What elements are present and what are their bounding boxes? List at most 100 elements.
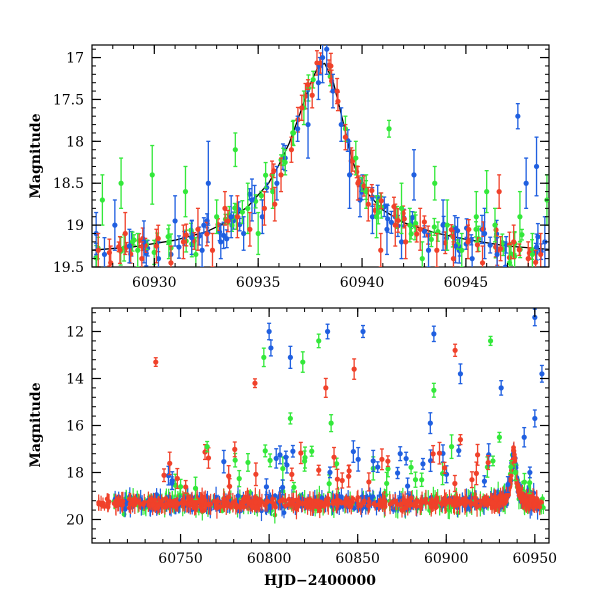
data-point (357, 197, 363, 203)
data-point (269, 499, 275, 505)
data-point (141, 502, 146, 507)
data-point (328, 63, 334, 69)
data-point (542, 239, 548, 245)
data-point (502, 264, 508, 267)
data-point (384, 226, 390, 232)
data-point (282, 498, 288, 504)
data-point (427, 420, 433, 426)
data-point (316, 467, 322, 473)
x-tick-label: 60850 (335, 551, 380, 567)
data-point (528, 497, 533, 503)
data-point (381, 499, 387, 504)
data-point (452, 480, 458, 487)
data-point (258, 193, 264, 199)
data-point (278, 172, 284, 178)
data-point (203, 502, 208, 507)
data-point (195, 226, 201, 232)
data-point (493, 496, 499, 502)
zoom-panel-points (92, 45, 549, 267)
data-point (167, 502, 173, 507)
data-point (101, 251, 108, 258)
data-point (291, 484, 297, 490)
data-point (272, 512, 278, 518)
data-point (403, 239, 409, 245)
data-point (235, 493, 241, 499)
data-point (261, 354, 267, 360)
data-point (288, 147, 295, 153)
data-point (399, 508, 405, 513)
data-point (150, 502, 156, 508)
data-point (214, 502, 219, 508)
data-point (286, 501, 292, 507)
data-point (155, 503, 161, 509)
data-point (361, 500, 367, 505)
data-point (241, 230, 247, 237)
data-point (205, 180, 211, 186)
data-point (532, 415, 538, 422)
data-point (376, 501, 382, 507)
data-point (397, 451, 403, 457)
data-point (527, 469, 533, 476)
data-point (182, 189, 189, 195)
y-tick-label: 12 (66, 325, 84, 341)
data-point (343, 501, 349, 507)
data-point (390, 499, 396, 505)
data-point (521, 434, 527, 440)
data-point (309, 448, 315, 454)
data-point (253, 499, 259, 505)
data-point (331, 454, 337, 460)
data-point (366, 479, 372, 485)
data-point (280, 465, 286, 472)
data-point (539, 371, 545, 377)
data-point (532, 314, 538, 320)
data-point (494, 251, 500, 258)
data-point (498, 385, 504, 391)
data-point (440, 222, 446, 228)
data-point (222, 205, 228, 211)
data-point (324, 46, 330, 52)
data-point (228, 214, 234, 220)
data-point (372, 502, 378, 508)
data-point (449, 498, 455, 504)
data-point (444, 222, 450, 228)
data-point (280, 484, 286, 490)
data-point (259, 214, 265, 220)
data-point (167, 460, 173, 466)
data-point (189, 235, 195, 241)
data-point (353, 155, 359, 161)
data-point (214, 214, 220, 220)
data-point (527, 480, 533, 486)
data-point (287, 354, 293, 360)
data-point (287, 415, 293, 422)
data-point (351, 366, 357, 372)
data-point (183, 484, 189, 490)
model-curve (92, 62, 549, 251)
data-point (221, 496, 227, 502)
data-point (209, 247, 216, 253)
data-point (253, 505, 259, 511)
data-point (537, 504, 543, 510)
data-point (428, 236, 434, 243)
data-point (166, 239, 172, 245)
data-point (267, 457, 273, 463)
data-point (159, 498, 165, 504)
data-point (417, 503, 423, 509)
data-point (390, 507, 396, 512)
data-point (289, 471, 295, 477)
data-point (538, 251, 544, 258)
data-point (323, 385, 329, 391)
data-point (334, 88, 340, 94)
x-tick-label: 60945 (444, 275, 489, 291)
y-tick-label: 19 (66, 218, 84, 234)
data-point (479, 260, 486, 266)
y-tick-label: 17.5 (53, 92, 84, 108)
data-point (493, 227, 499, 233)
data-point (456, 448, 462, 454)
x-tick-label: 60940 (340, 275, 385, 291)
data-point (384, 480, 390, 487)
data-point (152, 497, 158, 503)
x-tick-label: 60800 (247, 551, 292, 567)
data-point (481, 478, 488, 484)
data-point (299, 105, 305, 111)
